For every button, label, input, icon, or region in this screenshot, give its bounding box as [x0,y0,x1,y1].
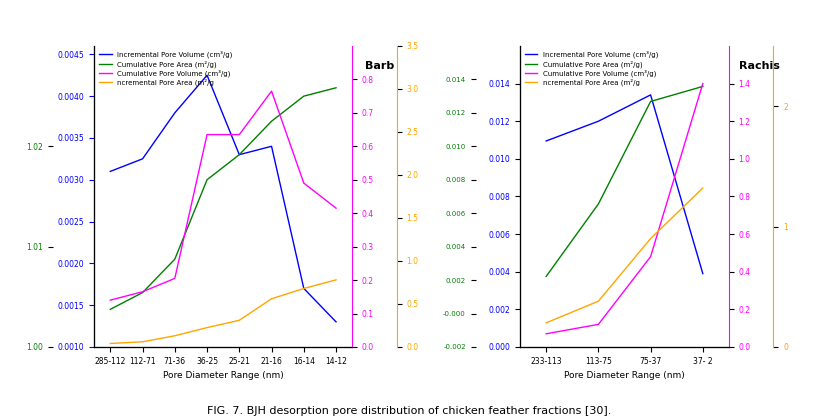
Text: FIG. 7. BJH desorption pore distribution of chicken feather fractions [30].: FIG. 7. BJH desorption pore distribution… [207,406,612,416]
Text: Barb: Barb [365,61,394,71]
Legend: Incremental Pore Volume (cm³/g), Cumulative Pore Area (m²/g), Cumulative Pore Vo: Incremental Pore Volume (cm³/g), Cumulat… [97,49,234,87]
Legend: Incremental Pore Volume (cm³/g), Cumulative Pore Area (m²/g), Cumulative Pore Vo: Incremental Pore Volume (cm³/g), Cumulat… [523,49,660,87]
Text: Rachis: Rachis [740,61,781,71]
X-axis label: Pore Diameter Range (nm): Pore Diameter Range (nm) [163,371,283,380]
X-axis label: Pore Diameter Range (nm): Pore Diameter Range (nm) [564,371,685,380]
